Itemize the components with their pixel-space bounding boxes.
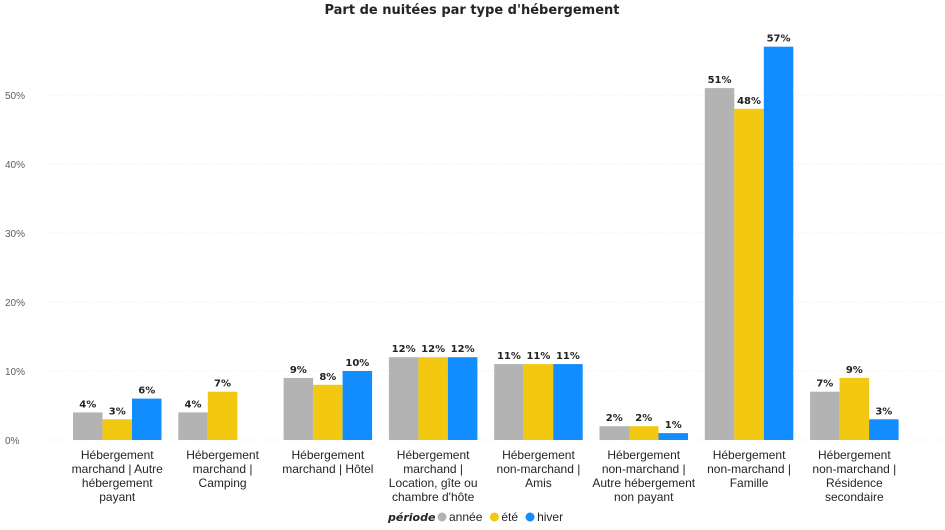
legend-swatch [525,512,535,522]
category-label: Camping [199,476,247,490]
legend-item-label: année [449,510,483,524]
data-label: 48% [737,96,761,107]
category-label: Hébergement [81,448,154,462]
bar-année [494,364,524,440]
data-label: 8% [319,372,336,383]
bar-année [283,377,314,440]
bar-été [629,426,659,440]
bar-hiver [869,419,899,440]
bar-année [178,412,208,440]
y-tick-label: 40% [5,160,25,171]
bar-hiver [447,357,478,440]
data-label: 4% [185,399,202,410]
legend-swatch [489,512,499,522]
bar-hiver [658,433,688,440]
bar-hiver [342,371,373,440]
category-label: Famille [730,476,769,490]
data-label: 11% [497,351,521,362]
data-label: 2% [635,413,652,424]
category-label: non-marchand | [812,462,896,476]
y-axis-ticks: 0% 10% 20% 30% 40% 50% [5,91,25,447]
bar-année [810,391,840,440]
bar-année [599,426,629,440]
data-label: 9% [290,365,307,376]
bar-été [734,108,764,441]
y-tick-label: 50% [5,91,25,102]
category-label: Hébergement [291,448,364,462]
bar-année [388,357,419,440]
category-label: non-marchand | [602,462,686,476]
data-label: 9% [846,365,863,376]
y-tick-label: 0% [5,436,20,447]
category-label: payant [99,490,136,504]
data-label: 1% [665,420,682,431]
data-label: 11% [556,351,580,362]
category-label: non payant [614,490,674,504]
legend-item-label: hiver [537,510,563,524]
bar-hiver [553,364,583,440]
chart-title: Part de nuitées par type d'hébergement [324,3,619,18]
bar-année [704,88,735,440]
category-label: marchand | [193,462,253,476]
y-tick-label: 30% [5,229,25,240]
category-label: secondaire [825,490,884,504]
category-label: marchand | Autre [72,462,163,476]
data-label: 51% [708,75,732,86]
category-label: Autre hébergement [592,476,695,490]
data-label: 57% [767,34,791,45]
legend-swatch [437,512,447,522]
data-label: 11% [526,351,550,362]
bar-été [207,391,238,440]
data-label: 4% [79,399,96,410]
bar-été [523,364,554,440]
legend: période année été hiver [387,510,563,524]
category-label: Hébergement [818,448,891,462]
data-label: 6% [138,386,155,397]
category-label: chambre d'hôte [392,490,475,504]
data-label: 12% [451,344,475,355]
bar-année [73,412,103,440]
y-tick-label: 10% [5,367,25,378]
data-label: 12% [392,344,416,355]
legend-title: période [387,511,436,524]
category-label: non-marchand | [707,462,791,476]
bars [73,46,899,441]
data-label: 2% [606,413,623,424]
category-label: Hébergement [713,448,786,462]
category-label: hébergement [82,476,153,490]
category-label: non-marchand | [497,462,581,476]
bar-hiver [132,398,162,440]
bar-été [102,419,132,440]
data-label: 10% [345,358,369,369]
category-label: Hébergement [502,448,575,462]
category-label: Hébergement [607,448,680,462]
bar-été [313,384,343,440]
category-label: Location, gîte ou [389,476,478,490]
bar-été [839,377,870,440]
data-label: 7% [214,379,231,390]
legend-item-label: été [501,510,518,524]
data-label: 3% [109,406,126,417]
category-label: Hébergement [186,448,259,462]
category-label: marchand | Hôtel [282,462,373,476]
data-label: 12% [421,344,445,355]
data-label: 3% [875,406,892,417]
bar-hiver [763,46,794,440]
y-tick-label: 20% [5,298,25,309]
category-label: marchand | [403,462,463,476]
category-label: Hébergement [397,448,470,462]
category-label: Amis [525,476,552,490]
data-labels: 4% 4% 9% 12% 11% 2% 51% 7% 3% 7% 8% 12% 11% 2% 48% 9% 6%… [79,34,892,431]
bar-été [418,357,448,440]
data-label: 7% [816,379,833,390]
category-label: Résidence [826,476,883,490]
